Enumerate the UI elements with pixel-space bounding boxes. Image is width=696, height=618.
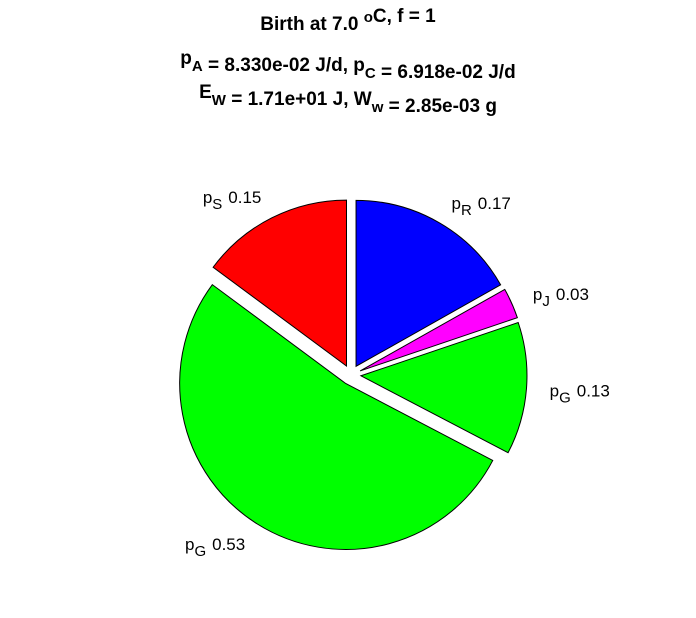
superscript: o <box>364 9 373 26</box>
label-value: 0.15 <box>228 188 261 207</box>
title-text: p <box>180 48 192 69</box>
title-text: Birth at 7.0 <box>260 14 363 35</box>
title-line: Birth at 7.0 oC, f = 1 <box>260 6 436 35</box>
label-value: 0.13 <box>577 381 610 400</box>
slice-label: pJ 0.03 <box>533 285 589 310</box>
slice-label: pG 0.53 <box>185 535 245 560</box>
label-value: 0.53 <box>212 535 245 554</box>
title-text: = 6.918e-02 J/d <box>376 62 516 83</box>
label-subscript: R <box>461 202 472 219</box>
pie-slice <box>359 321 528 454</box>
subscript: A <box>192 58 203 75</box>
slice-label: pR 0.17 <box>451 194 510 219</box>
title-line: pA = 8.330e-02 J/d, pC = 6.918e-02 J/d <box>180 48 515 83</box>
pie-slice <box>212 199 348 368</box>
title-text: C, f = 1 <box>373 6 436 27</box>
slice-label: pG 0.13 <box>550 381 610 406</box>
pie-slice <box>359 288 518 372</box>
pie-slice <box>179 283 494 550</box>
label-subscript: G <box>194 543 206 560</box>
title-text: = 1.71e+01 J, W <box>226 89 372 110</box>
label-subscript: G <box>559 389 571 406</box>
title-line: EW = 1.71e+01 J, Ww = 2.85e-03 g <box>199 82 497 117</box>
subscript: C <box>365 65 376 82</box>
pie-slice <box>355 199 502 368</box>
subscript: W <box>212 92 227 109</box>
label-value: 0.17 <box>478 194 511 213</box>
subscript: w <box>371 99 384 116</box>
label-name: p <box>185 535 194 554</box>
title-text: = 8.330e-02 J/d, p <box>203 55 365 76</box>
slice-label: pS 0.15 <box>203 188 262 213</box>
label-name: p <box>451 194 460 213</box>
label-name: p <box>533 285 542 304</box>
label-subscript: J <box>542 293 550 310</box>
title-text: E <box>199 82 212 103</box>
label-name: p <box>203 188 212 207</box>
title-text: = 2.85e-03 g <box>383 96 497 117</box>
label-value: 0.03 <box>556 285 589 304</box>
label-name: p <box>550 381 559 400</box>
label-subscript: S <box>212 196 222 213</box>
